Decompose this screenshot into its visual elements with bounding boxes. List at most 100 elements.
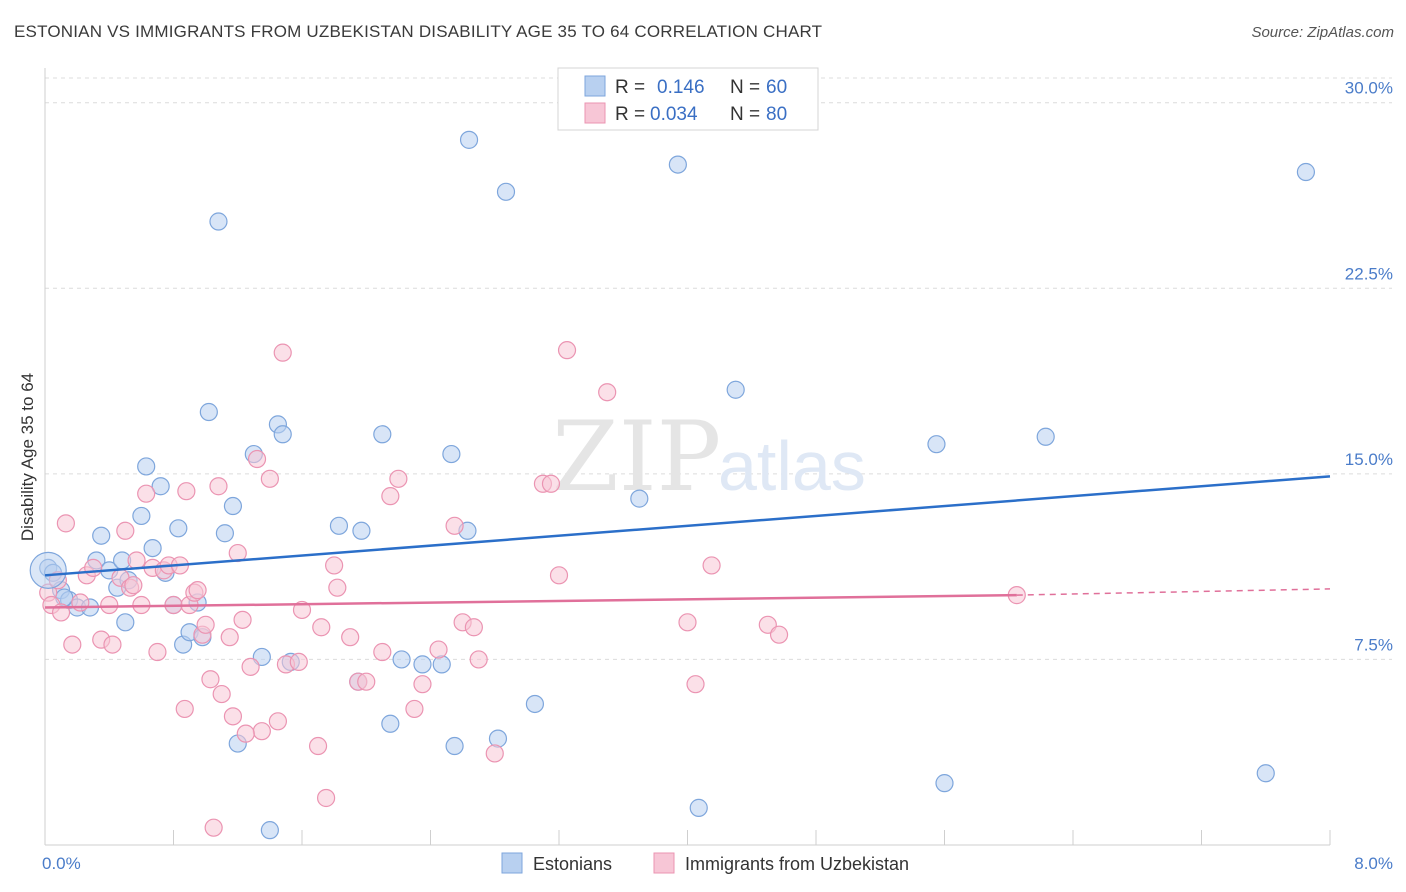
uzbekistan-point <box>241 657 260 676</box>
uzbekistan-point <box>464 618 483 637</box>
estonian-point <box>459 130 479 149</box>
uzbekistan-trend-extension <box>1016 588 1331 596</box>
estonian-point <box>381 714 400 733</box>
uzbekistan-point <box>175 699 194 719</box>
estonian-point <box>92 526 111 545</box>
bottom-legend-uzbekistan: Immigrants from Uzbekistan <box>685 854 909 874</box>
y-tick-label: 22.5% <box>1345 264 1393 283</box>
uzbekistan-point <box>541 474 561 493</box>
uzbekistan-point <box>469 650 488 669</box>
y-tick-label: 30.0% <box>1345 79 1393 98</box>
estonian-point <box>273 425 292 444</box>
estonian-point <box>630 489 649 508</box>
uzbekistan-point <box>429 640 448 659</box>
bottom-legend-estonians: Estonians <box>533 854 612 874</box>
estonian-point <box>352 521 371 540</box>
estonian-point <box>116 613 135 632</box>
estonian-point <box>525 694 545 714</box>
legend-n-value-2: 80 <box>766 104 787 125</box>
uzbekistan-point <box>686 675 705 694</box>
estonian-point <box>215 524 234 543</box>
legend-r-label-1: R = <box>615 77 645 98</box>
estonian-point <box>726 380 745 399</box>
uzbekistan-point <box>103 635 122 654</box>
estonian-point <box>223 496 243 516</box>
estonian-point <box>132 506 151 526</box>
estonian-point <box>1256 764 1275 783</box>
uzbekistan-point <box>236 724 255 743</box>
bottom-legend-swatch-estonians <box>501 852 523 874</box>
uzbekistan-point <box>196 615 215 634</box>
y-tick-label: 7.5% <box>1354 635 1393 654</box>
uzbekistan-point <box>316 788 336 808</box>
uzbekistan-point <box>381 487 400 506</box>
x-tick-label-max: 8.0% <box>1354 854 1393 873</box>
estonian-point <box>496 182 516 201</box>
uzbekistan-point <box>308 736 328 756</box>
estonian-point <box>432 655 451 674</box>
uzbekistan-point <box>357 672 376 691</box>
uzbekistan-point <box>148 642 167 662</box>
legend-swatch-uzbekistan <box>584 102 606 124</box>
estonian-point <box>935 774 954 793</box>
uzbekistan-point <box>188 581 207 600</box>
uzbekistan-point <box>56 514 75 533</box>
chart-source: Source: ZipAtlas.com <box>1251 24 1394 41</box>
uzbekistan-point <box>177 482 196 501</box>
estonian-point <box>413 655 432 674</box>
uzbekistan-point <box>678 613 697 632</box>
uzbekistan-point <box>389 469 408 488</box>
trend-lines <box>44 475 1331 609</box>
uzbekistan-point <box>124 576 143 595</box>
uzbekistan-point <box>260 469 279 488</box>
uzbekistan-point <box>268 712 288 731</box>
estonian-point <box>169 519 188 538</box>
uzbekistan-point <box>63 635 82 654</box>
estonian-point <box>927 435 946 454</box>
correlation-legend: R = 0.146 N = 60 R = 0.034 N = 80 <box>557 67 819 131</box>
uzbekistan-point <box>71 593 90 612</box>
uzbekistan-point <box>325 556 344 575</box>
uzbekistan-point <box>204 818 223 837</box>
y-tick-label: 15.0% <box>1345 450 1393 469</box>
uzbekistan-point <box>485 744 504 763</box>
estonian-point <box>1296 162 1316 182</box>
uzbekistan-point <box>223 707 243 726</box>
uzbekistan-point <box>702 556 721 575</box>
uzbekistan-point <box>127 551 146 570</box>
uzbekistan-point <box>289 652 308 672</box>
estonian-point <box>199 402 218 422</box>
uzbekistan-point <box>233 610 252 629</box>
estonian-point <box>668 155 687 174</box>
estonian-point <box>488 729 508 748</box>
uzbekistan-point <box>405 699 424 719</box>
estonian-point <box>329 516 349 535</box>
estonian-point <box>151 477 170 496</box>
uzbekistan-point <box>328 578 347 597</box>
estonian-point <box>260 821 279 840</box>
uzbekistan-point <box>769 625 789 644</box>
uzbekistan-point <box>247 449 267 469</box>
uzbekistan-trend-line <box>44 593 1017 609</box>
uzbekistan-point <box>312 618 331 637</box>
x-tick-marks <box>44 830 1331 845</box>
uzbekistan-point <box>445 516 464 535</box>
legend-n-label-1: N = <box>730 77 760 98</box>
estonian-point <box>137 457 156 476</box>
y-axis-label: Disability Age 35 to 64 <box>18 373 37 541</box>
watermark-atlas: atlas <box>718 427 866 505</box>
estonian-trend-line <box>44 475 1331 577</box>
legend-n-label-2: N = <box>730 104 760 125</box>
uzbekistan-point <box>598 383 617 402</box>
estonian-point <box>689 798 708 817</box>
y-tick-labels: 7.5% 15.0% 22.5% 30.0% <box>1345 79 1393 655</box>
uzbekistan-point <box>212 684 231 704</box>
uzbekistan-point <box>209 477 228 496</box>
estonian-point <box>373 425 392 444</box>
legend-r-label-2: R = <box>615 104 645 125</box>
estonian-point <box>1036 427 1055 446</box>
uzbekistan-point <box>220 628 239 647</box>
uzbekistan-point <box>100 595 119 615</box>
uzbekistan-point <box>292 600 312 620</box>
